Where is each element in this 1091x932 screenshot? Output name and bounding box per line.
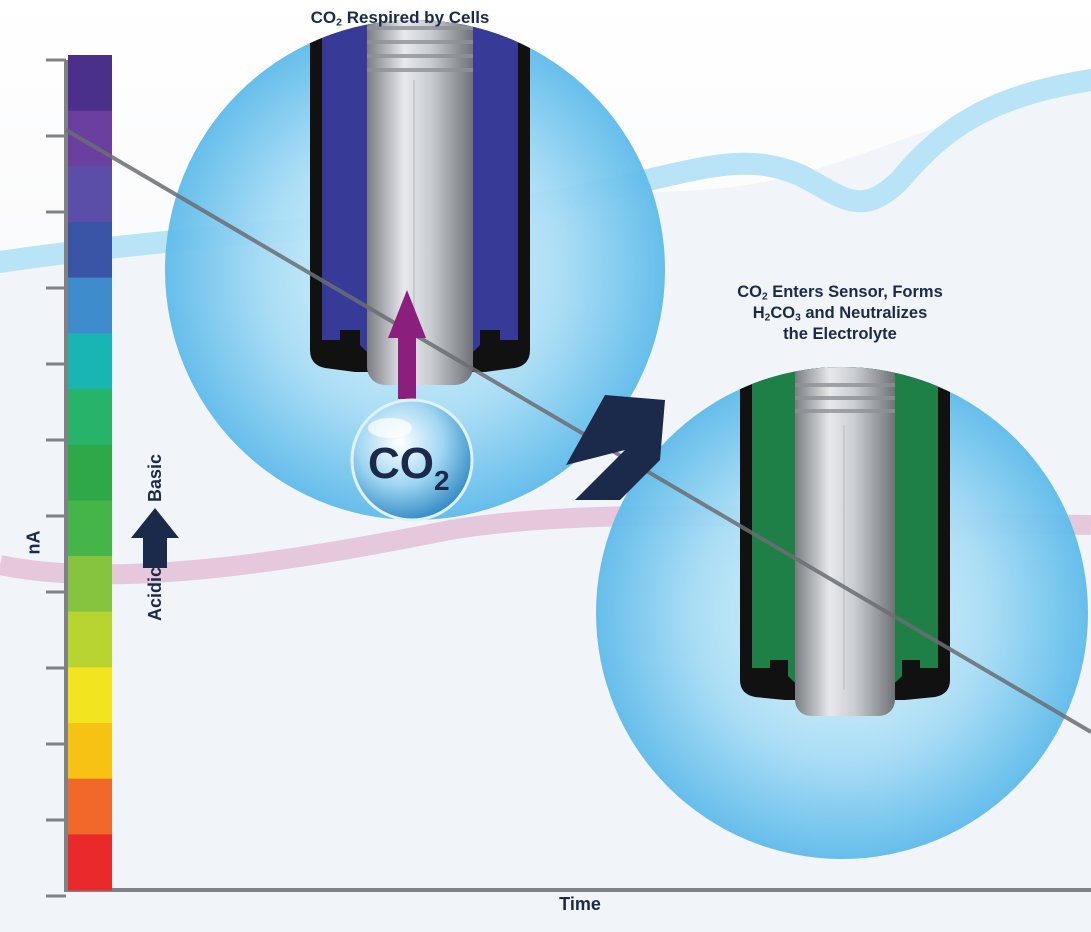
y-axis-ticks bbox=[46, 58, 66, 898]
ph-scale-band bbox=[68, 834, 112, 891]
title2-co: CO bbox=[737, 283, 762, 301]
ph-scale-band bbox=[68, 444, 112, 501]
basic-label: Basic bbox=[145, 453, 165, 502]
ph-scale-band bbox=[68, 723, 112, 780]
ph-scale-band bbox=[68, 222, 112, 279]
ph-scale-band bbox=[68, 277, 112, 334]
bubble-co: CO bbox=[368, 439, 434, 488]
sphere-enters bbox=[596, 367, 1088, 859]
probe-neutral bbox=[740, 367, 950, 716]
title1-co: CO bbox=[310, 8, 337, 27]
svg-text:CO2: CO2 bbox=[368, 439, 450, 496]
title2-sub3: 3 bbox=[795, 312, 801, 324]
ph-scale-band bbox=[68, 333, 112, 390]
ph-color-scale bbox=[68, 55, 112, 891]
title2-line2: H2CO3 and Neutralizes bbox=[670, 303, 1010, 324]
ph-scale-band bbox=[68, 611, 112, 668]
title1-sub: 2 bbox=[336, 16, 342, 29]
ph-scale-band bbox=[68, 110, 112, 167]
title-co2-respired: CO2 Respired by Cells bbox=[240, 8, 560, 28]
ph-scale-band bbox=[68, 667, 112, 724]
ph-scale-band bbox=[68, 500, 112, 557]
transition-arrow bbox=[566, 395, 665, 500]
x-axis-label: Time bbox=[559, 894, 601, 914]
sphere-respired bbox=[165, 20, 665, 520]
title-co2-enters: CO2 Enters Sensor, Forms H2CO3 and Neutr… bbox=[670, 282, 1010, 345]
title1-rest: Respired by Cells bbox=[341, 8, 490, 27]
title2-line1-rest: Enters Sensor, Forms bbox=[767, 283, 943, 301]
title2-sub1: 2 bbox=[761, 291, 768, 303]
title2-co-b: CO bbox=[770, 304, 796, 322]
ph-direction-arrow bbox=[131, 508, 179, 568]
title2-line3: the Electrolyte bbox=[783, 325, 897, 343]
probe-basic bbox=[310, 20, 530, 385]
trend-line bbox=[64, 128, 1091, 734]
y-axis-label: nA bbox=[23, 530, 44, 555]
ph-scale-band bbox=[68, 778, 112, 835]
title2-line1: CO2 Enters Sensor, Forms bbox=[670, 282, 1010, 303]
co2-bubble: CO2 bbox=[350, 398, 474, 522]
ph-scale-band bbox=[68, 166, 112, 223]
bubble-sub: 2 bbox=[434, 465, 450, 496]
acidic-label: Acidic bbox=[145, 566, 165, 621]
ph-scale-band bbox=[68, 389, 112, 446]
ph-scale-band bbox=[68, 55, 112, 112]
title2-line2-rest: and Neutralizes bbox=[800, 304, 928, 322]
title2-h: H bbox=[752, 304, 765, 322]
title2-sub2: 2 bbox=[764, 312, 771, 324]
ph-scale-band bbox=[68, 556, 112, 613]
co2-up-arrow bbox=[388, 290, 426, 399]
